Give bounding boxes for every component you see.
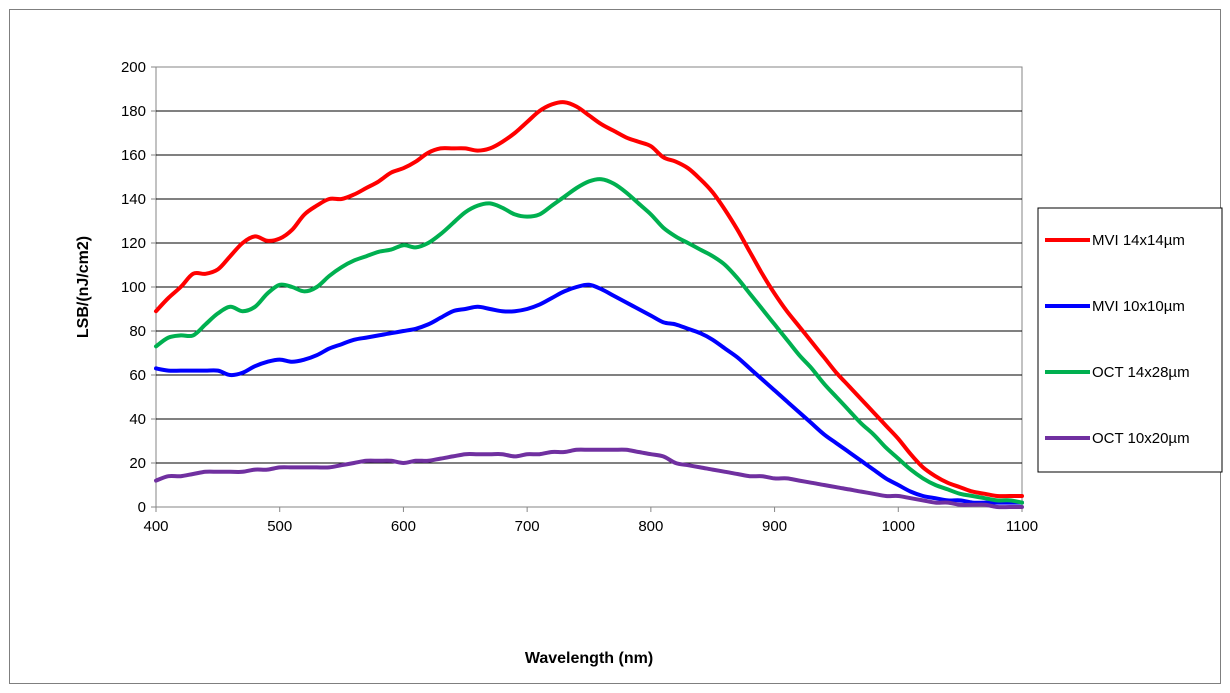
x-tick-label: 700 xyxy=(515,518,540,535)
series-lines xyxy=(154,100,1024,510)
x-tick-label: 1000 xyxy=(882,518,915,535)
x-axis-ticks: 400 500 600 700 800 900 1000 1100 xyxy=(143,507,1038,535)
legend-box xyxy=(1037,207,1223,473)
legend-label-mvi-14x14-m: MVI 14x14µm xyxy=(1092,232,1185,249)
series-line-mvi-10x10-m xyxy=(154,282,1024,505)
x-tick-label: 600 xyxy=(391,518,416,535)
x-tick-label: 900 xyxy=(762,518,787,535)
y-tick-label: 60 xyxy=(129,367,146,384)
x-axis-title: Wavelength (nm) xyxy=(525,650,653,667)
y-tick-label: 180 xyxy=(121,103,146,120)
y-tick-label: 160 xyxy=(121,147,146,164)
legend-label-mvi-10x10-m: MVI 10x10µm xyxy=(1092,298,1185,315)
y-tick-label: 120 xyxy=(121,235,146,252)
x-tick-label: 400 xyxy=(143,518,168,535)
series-line-mvi-14x14-m xyxy=(154,100,1024,499)
y-tick-label: 80 xyxy=(129,323,146,340)
y-axis-ticks: 0 20 40 60 80 100 120 140 160 180 200 xyxy=(121,59,156,516)
legend-label-oct-10x20-m: OCT 10x20µm xyxy=(1092,430,1190,447)
y-tick-label: 140 xyxy=(121,191,146,208)
y-axis-title: LSB/(nJ/cm2) xyxy=(75,236,92,338)
y-tick-label: 200 xyxy=(121,59,146,76)
y-tick-label: 40 xyxy=(129,411,146,428)
series-line-oct-10x20-m xyxy=(154,447,1024,510)
gridlines xyxy=(156,110,1022,464)
y-tick-label: 0 xyxy=(138,499,146,516)
legend-label-oct-14x28-m: OCT 14x28µm xyxy=(1092,364,1190,381)
x-tick-label: 800 xyxy=(638,518,663,535)
y-tick-label: 100 xyxy=(121,279,146,296)
series-line-oct-14x28-m xyxy=(154,177,1024,505)
legend: MVI 14x14µm MVI 10x10µm OCT 14x28µm OCT 10x… xyxy=(1037,207,1223,473)
x-tick-label: 1100 xyxy=(1006,518,1038,535)
y-tick-label: 20 xyxy=(129,455,146,472)
x-tick-label: 500 xyxy=(267,518,292,535)
